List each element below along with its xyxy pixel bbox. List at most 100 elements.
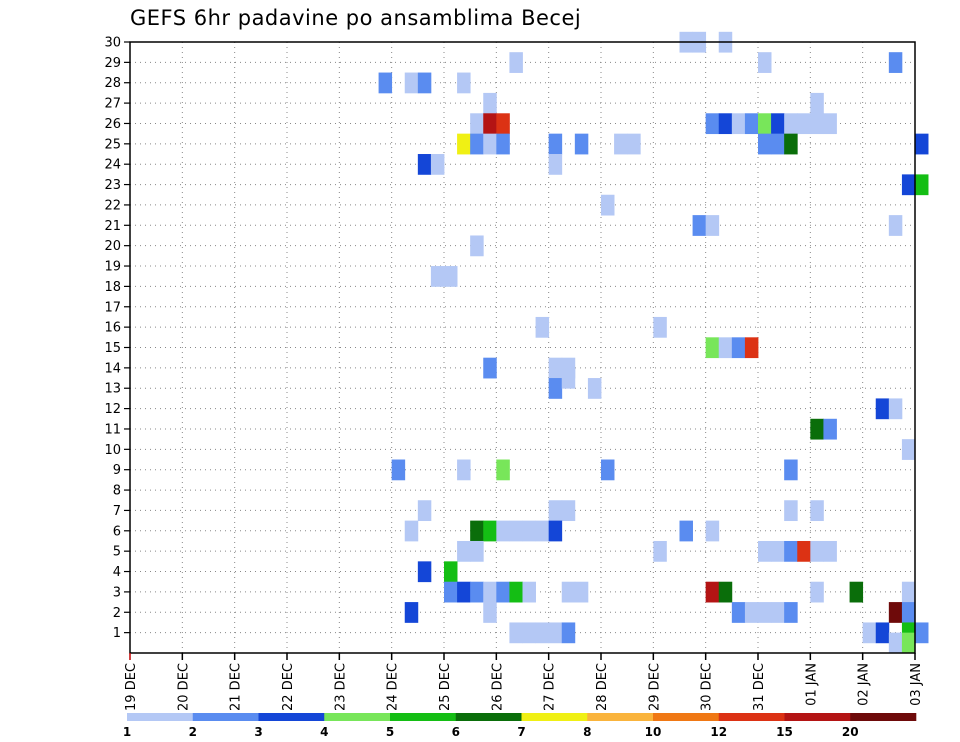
x-tick-label: 30 DEC (700, 663, 715, 711)
x-tick-label: 23 DEC (333, 663, 348, 711)
data-cell (758, 113, 772, 135)
data-cell (483, 357, 497, 379)
data-cell (522, 581, 536, 603)
data-cell (548, 500, 563, 522)
data-cell (901, 439, 916, 460)
legend-swatch (521, 713, 588, 721)
legend-label: 15 (776, 725, 793, 739)
data-cell (705, 520, 720, 542)
data-cell (915, 622, 929, 644)
data-cell (823, 540, 837, 562)
y-tick-label: 28 (104, 76, 121, 91)
x-tick-label: 25 DEC (438, 663, 453, 711)
data-cell (888, 632, 903, 654)
y-tick-label: 10 (104, 443, 121, 458)
data-cell (470, 235, 484, 257)
data-cell (744, 337, 759, 359)
x-tick-label: 31 DEC (752, 663, 767, 711)
data-cell (496, 520, 510, 542)
data-cell (548, 378, 563, 399)
data-cell (784, 459, 798, 481)
data-cell (744, 602, 759, 623)
data-cell (810, 540, 824, 562)
legend-label: 7 (517, 725, 525, 739)
y-tick-label: 18 (104, 280, 121, 295)
data-cell (771, 540, 785, 562)
legend-swatch (390, 713, 457, 721)
data-cell (784, 113, 798, 135)
y-tick-label: 2 (113, 606, 121, 621)
data-cell (496, 133, 510, 155)
data-cell (548, 154, 563, 175)
y-tick-label: 9 (113, 463, 121, 478)
y-tick-label: 3 (113, 585, 121, 600)
data-cell (444, 561, 458, 583)
chart-title: GEFS 6hr padavine po ansamblima Becej (130, 6, 582, 30)
data-cell (470, 113, 484, 135)
data-cell (758, 52, 772, 73)
y-tick-label: 13 (104, 382, 121, 397)
y-tick-label: 1 (113, 626, 121, 641)
data-cell (601, 194, 615, 216)
data-cell (823, 418, 837, 440)
y-tick-label: 22 (104, 198, 121, 213)
data-cell (561, 622, 576, 644)
data-cell (483, 92, 497, 114)
legend-label: 6 (452, 725, 460, 739)
data-cell (810, 418, 824, 440)
data-cell (535, 520, 550, 542)
data-cell (614, 133, 628, 155)
data-cell (705, 337, 720, 359)
legend-label: 5 (386, 725, 394, 739)
legend-label: 8 (583, 725, 591, 739)
data-cell (705, 581, 720, 603)
y-tick-label: 12 (104, 402, 121, 417)
legend-swatch (587, 713, 654, 721)
data-cell (718, 337, 733, 359)
legend-swatch (784, 713, 851, 721)
data-cell (797, 540, 811, 562)
x-tick-label: 02 JAN (857, 663, 872, 706)
data-cell (731, 337, 746, 359)
data-cell (444, 266, 458, 287)
data-cell (561, 500, 576, 522)
x-tick-label: 19 DEC (124, 663, 139, 711)
data-cell (417, 561, 432, 583)
data-cell (457, 133, 471, 155)
grid-lines (129, 41, 916, 653)
data-cell (744, 113, 759, 135)
x-tick-label: 21 DEC (229, 663, 244, 711)
y-tick-label: 21 (104, 219, 121, 234)
data-cell (718, 581, 733, 603)
x-tick-label: 29 DEC (647, 663, 662, 711)
x-tick-label: 20 DEC (176, 663, 191, 711)
data-cell (758, 602, 772, 623)
data-cell (417, 154, 432, 175)
data-cell (509, 52, 523, 73)
data-cell (771, 113, 785, 135)
data-cell (849, 581, 864, 603)
data-cell (810, 581, 824, 603)
data-cell (509, 622, 523, 644)
data-cell (548, 133, 563, 155)
data-cell (587, 378, 602, 399)
x-tick-label: 26 DEC (490, 663, 505, 711)
y-tick-label: 11 (104, 422, 121, 437)
data-cell (457, 459, 471, 481)
data-cell (483, 581, 497, 603)
data-cell (901, 632, 916, 654)
data-cell (404, 520, 419, 542)
legend-swatch (455, 713, 522, 721)
y-tick-label: 4 (113, 565, 121, 580)
legend-label: 3 (254, 725, 262, 739)
y-tick-label: 29 (104, 56, 121, 71)
data-cell (771, 602, 785, 623)
data-cell (888, 602, 903, 623)
data-cell (496, 459, 510, 481)
y-tick-label: 16 (104, 321, 121, 336)
data-cell (718, 113, 733, 135)
data-cell (535, 316, 550, 338)
legend-label: 1 (123, 725, 131, 739)
y-tick-label: 14 (104, 361, 121, 376)
